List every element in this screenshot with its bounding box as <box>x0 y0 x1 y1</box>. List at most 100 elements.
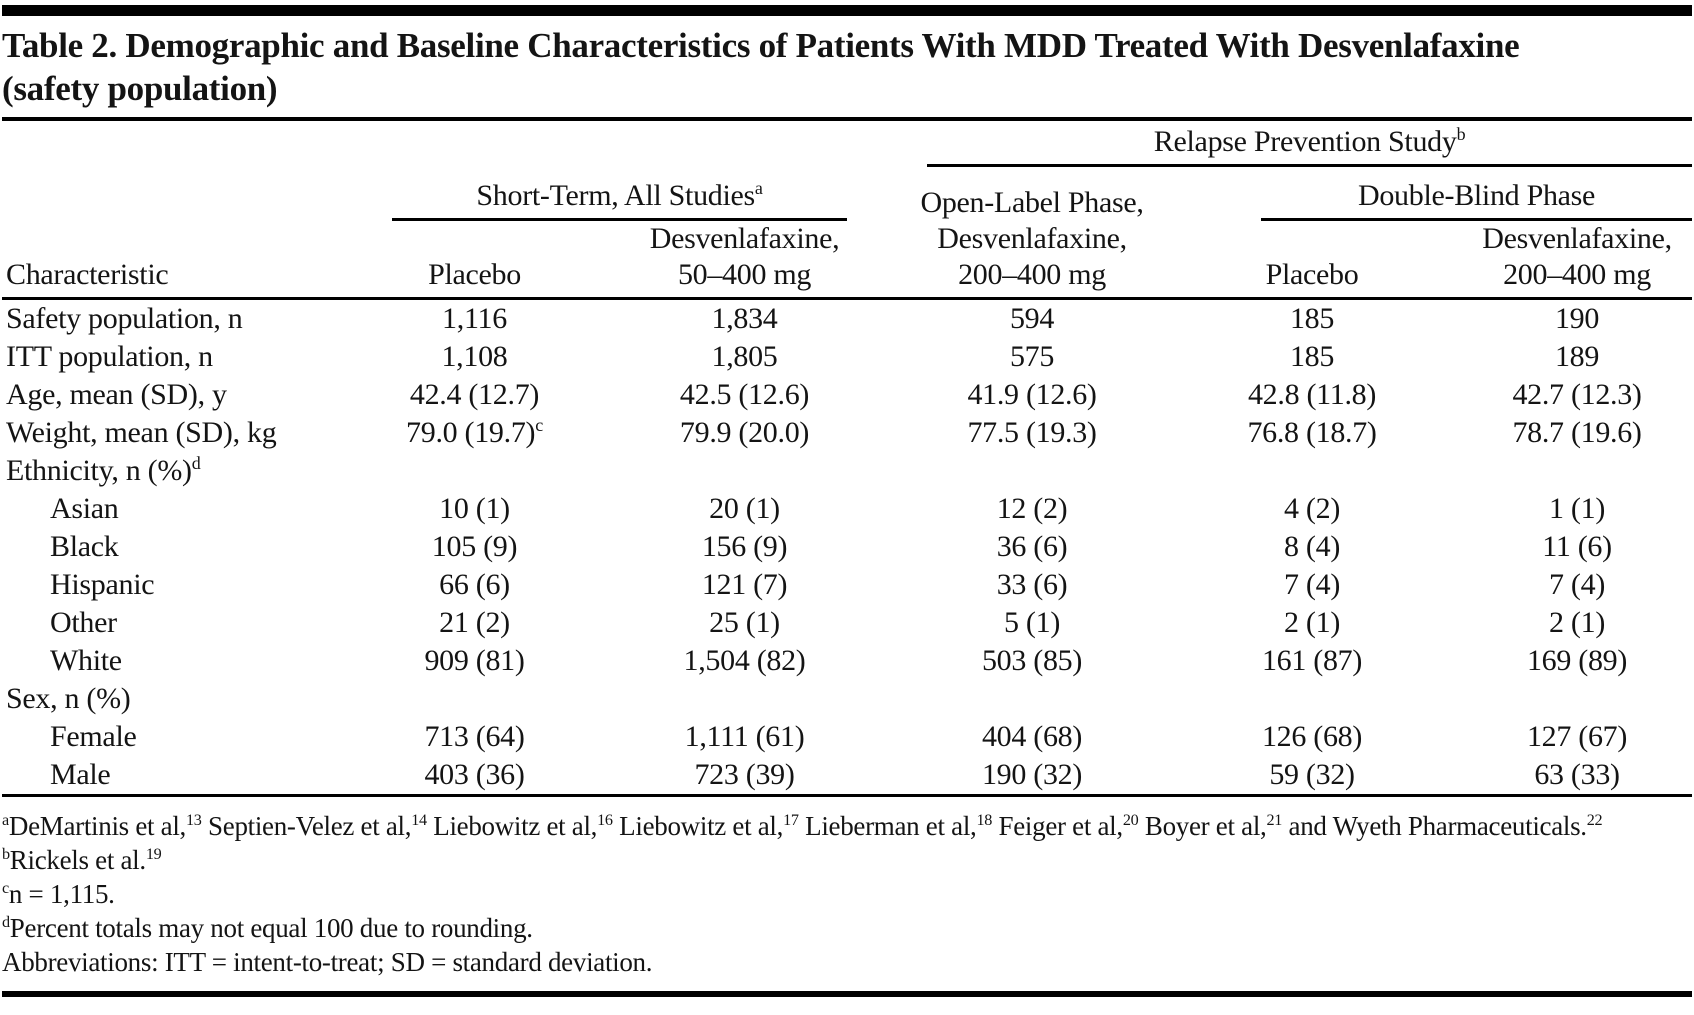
table-row: Asian 10 (1) 20 (1) 12 (2) 4 (2) 1 (1) <box>2 490 1692 528</box>
value-cell: 8 (4) <box>1284 530 1341 563</box>
value-cell <box>1462 452 1692 490</box>
value-cell <box>587 452 902 490</box>
table-body: Safety population, n 1,116 1,834 594 185 190 I… <box>2 299 1692 796</box>
value-cell: 1,108 <box>441 340 508 373</box>
characteristic-cell: Sex, n (%) <box>6 682 131 715</box>
demographics-table: Relapse Prevention Studyb Short-Term, Al… <box>2 121 1693 797</box>
characteristic-cell: Weight, mean (SD), kg <box>6 416 277 449</box>
placebo-short-term-column-header: Placebo <box>362 221 587 300</box>
value-cell: 1,111 (61) <box>684 720 805 753</box>
value-cell: 127 (67) <box>1526 720 1628 753</box>
short-term-rule: Short-Term, All Studiesa <box>392 179 848 221</box>
value-cell: 20 (1) <box>709 492 780 525</box>
value-cell: 63 (33) <box>1534 758 1620 791</box>
short-term-all-studies-header: Short-Term, All Studiesa <box>362 167 902 221</box>
double-blind-phase-label: Double-Blind Phase <box>1357 179 1596 212</box>
table-title-line2: (safety population) <box>2 69 278 108</box>
value-cell: 713 (64) <box>424 720 525 753</box>
value-cell: 909 (81) <box>424 644 525 677</box>
value-cell: 126 (68) <box>1261 720 1363 753</box>
characteristic-cell: Ethnicity, n (%)d <box>6 453 201 487</box>
value-cell: 189 <box>1554 340 1600 373</box>
value-cell: 42.5 (12.6) <box>679 378 810 411</box>
header-row-spanners: Short-Term, All Studiesa Open-Label Phas… <box>2 167 1693 300</box>
value-cell: 42.7 (12.3) <box>1512 378 1642 411</box>
value-cell <box>1162 680 1462 718</box>
value-cell: 33 (6) <box>996 568 1068 601</box>
value-cell: 403 (36) <box>424 758 525 791</box>
characteristic-cell: Male <box>50 758 111 791</box>
desvenlafaxine-200-400-column-header: Desvenlafaxine, 200–400 mg <box>1462 221 1693 300</box>
value-cell: 42.8 (11.8) <box>1247 378 1377 411</box>
value-cell: 4 (2) <box>1284 492 1341 525</box>
value-cell: 78.7 (19.6) <box>1512 416 1642 449</box>
value-cell: 594 <box>1009 302 1055 335</box>
relapse-prevention-study-label: Relapse Prevention Studyb <box>1153 124 1466 158</box>
value-cell: 41.9 (12.6) <box>967 378 1097 411</box>
value-cell: 1 (1) <box>1549 492 1606 525</box>
value-cell: 161 (87) <box>1261 644 1363 677</box>
table-title-line1: Table 2. Demographic and Baseline Charac… <box>2 26 1520 65</box>
value-cell: 1,116 <box>442 302 507 335</box>
value-cell: 185 <box>1289 302 1335 335</box>
characteristic-cell: Safety population, n <box>6 302 243 335</box>
desvenlafaxine-50-400-column-header: Desvenlafaxine, 50–400 mg <box>587 221 903 300</box>
value-cell: 185 <box>1289 340 1335 373</box>
value-cell: 2 (1) <box>1549 606 1606 639</box>
characteristic-cell: Black <box>50 530 119 563</box>
double-blind-phase-header: Double-Blind Phase <box>1162 167 1693 221</box>
value-cell: 7 (4) <box>1284 568 1341 601</box>
value-cell <box>902 452 1162 490</box>
table-row: Other 21 (2) 25 (1) 5 (1) 2 (1) 2 (1) <box>2 604 1692 642</box>
value-cell: 11 (6) <box>1542 530 1612 563</box>
value-cell: 77.5 (19.3) <box>967 416 1097 449</box>
value-cell: 79.0 (19.7)c <box>406 415 543 449</box>
relapse-prevention-study-rule: Relapse Prevention Studyb <box>927 124 1693 167</box>
footnote: dPercent totals may not equal 100 due to… <box>2 913 533 943</box>
value-cell: 21 (2) <box>439 606 510 639</box>
value-cell: 59 (32) <box>1269 758 1355 791</box>
value-cell <box>587 680 902 718</box>
table-row: Male 403 (36) 723 (39) 190 (32) 59 (32) 63 (3… <box>2 756 1692 796</box>
table-row: White 909 (81) 1,504 (82) 503 (85) 161 (87) 1… <box>2 642 1692 680</box>
table-row: Black 105 (9) 156 (9) 36 (6) 8 (4) 11 (6) <box>2 528 1692 566</box>
characteristic-cell: Hispanic <box>50 568 155 601</box>
value-cell: 1,805 <box>711 340 778 373</box>
value-cell: 25 (1) <box>709 606 780 639</box>
table-row: Hispanic 66 (6) 121 (7) 33 (6) 7 (4) 7 (4) <box>2 566 1692 604</box>
value-cell: 404 (68) <box>981 720 1083 753</box>
header-row-columns: Characteristic Placebo Desvenlafaxine, 50… <box>2 221 1693 300</box>
value-cell: 169 (89) <box>1526 644 1628 677</box>
value-cell: 79.9 (20.0) <box>679 416 810 449</box>
value-cell: 105 (9) <box>431 530 518 563</box>
table-bottom-border <box>2 991 1692 997</box>
value-cell: 66 (6) <box>439 568 510 601</box>
characteristic-cell: Age, mean (SD), y <box>6 378 227 411</box>
value-cell: 190 (32) <box>981 758 1083 791</box>
value-cell: 503 (85) <box>981 644 1083 677</box>
characteristic-cell: ITT population, n <box>6 340 213 373</box>
open-label-phase-label: Open-Label Phase, Desvenlafaxine, 200–400 … <box>920 186 1144 291</box>
characteristic-cell: Other <box>50 606 117 639</box>
table-row: Weight, mean (SD), kg 79.0 (19.7)c 79.9 (2… <box>2 414 1692 452</box>
characteristic-cell: Female <box>50 720 137 753</box>
footnote: bRickels et al.19 <box>2 845 162 875</box>
characteristic-cell: White <box>50 644 122 677</box>
value-cell: 7 (4) <box>1549 568 1606 601</box>
table-row: Female 713 (64) 1,111 (61) 404 (68) 126 (68)… <box>2 718 1692 756</box>
footnote: aDeMartinis et al,13 Septien-Velez et al… <box>2 811 1603 841</box>
value-cell: 12 (2) <box>996 492 1068 525</box>
value-cell: 1,504 (82) <box>683 644 806 677</box>
value-cell: 1,834 <box>711 302 778 335</box>
value-cell <box>1462 680 1692 718</box>
value-cell <box>1162 452 1462 490</box>
table-top-border <box>2 5 1692 16</box>
table-row: Age, mean (SD), y 42.4 (12.7) 42.5 (12.6) 4… <box>2 376 1692 414</box>
characteristic-cell: Asian <box>50 492 119 525</box>
relapse-prevention-study-header: Relapse Prevention Studyb <box>902 121 1693 167</box>
characteristic-column-header: Characteristic <box>2 221 362 300</box>
table-row: ITT population, n 1,108 1,805 575 185 189 <box>2 338 1692 376</box>
value-cell: 121 (7) <box>701 568 788 601</box>
value-cell: 190 <box>1554 302 1600 335</box>
